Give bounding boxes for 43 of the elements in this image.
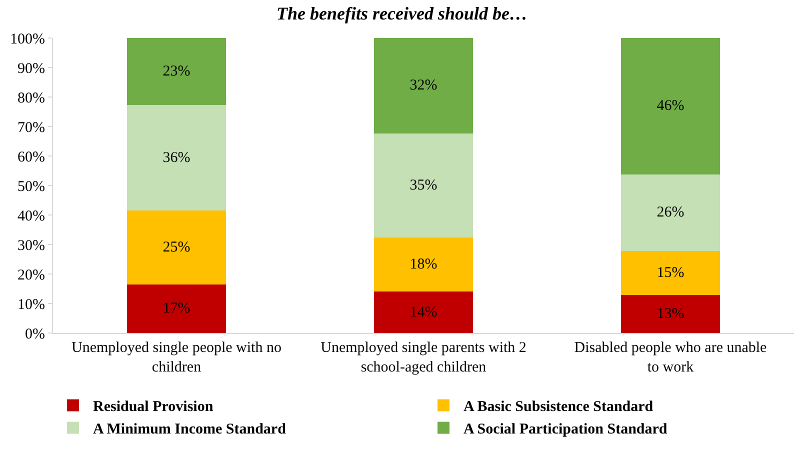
y-tick-label: 100% (10, 31, 45, 48)
y-tick-label: 70% (18, 120, 45, 136)
bar (621, 250, 720, 296)
bar (621, 174, 720, 251)
bar (374, 133, 473, 238)
legend-label: Residual Provision (93, 399, 214, 416)
bar (621, 38, 720, 174)
data-label: 18% (410, 256, 438, 273)
y-tick-label: 30% (18, 238, 45, 254)
data-label: 23% (162, 63, 190, 80)
legend-label: A Minimum Income Standard (93, 422, 287, 438)
data-label: 32% (410, 78, 438, 94)
x-tick-label: Unemployed single parents with 2 school-aged children (320, 340, 526, 376)
y-tick-label: 10% (18, 296, 45, 313)
bar (127, 210, 226, 284)
y-tick-label: 20% (18, 267, 45, 284)
chart-title: The benefits received should be… (276, 3, 528, 24)
data-label: 15% (656, 265, 684, 282)
bar (621, 295, 720, 333)
x-tick-label: Unemployed single people with no children (72, 340, 282, 376)
bar (374, 292, 473, 333)
bar (374, 238, 473, 292)
data-label: 36% (162, 150, 190, 166)
legend-label: A Basic Subsistence Standard (464, 399, 654, 416)
y-tick-label: 90% (18, 60, 45, 77)
legend-label: A Social Participation Standard (464, 422, 668, 438)
y-tick-label: 60% (18, 149, 45, 166)
bar (127, 284, 226, 333)
data-label: 26% (656, 204, 684, 221)
bar (127, 38, 226, 105)
data-label: 14% (410, 304, 438, 320)
bar (374, 38, 473, 134)
y-tick-label: 40% (18, 208, 45, 224)
data-label: 25% (162, 239, 190, 256)
data-label: 46% (656, 98, 684, 114)
bar (127, 104, 226, 211)
data-label: 35% (410, 178, 438, 194)
y-tick-label: 50% (18, 178, 45, 195)
data-label: 13% (656, 306, 684, 322)
y-tick-label: 80% (18, 90, 45, 106)
y-tick-label: 0% (25, 326, 45, 342)
x-tick-label: Disabled people who are unable to work (574, 340, 768, 376)
data-label: 17% (162, 300, 190, 317)
